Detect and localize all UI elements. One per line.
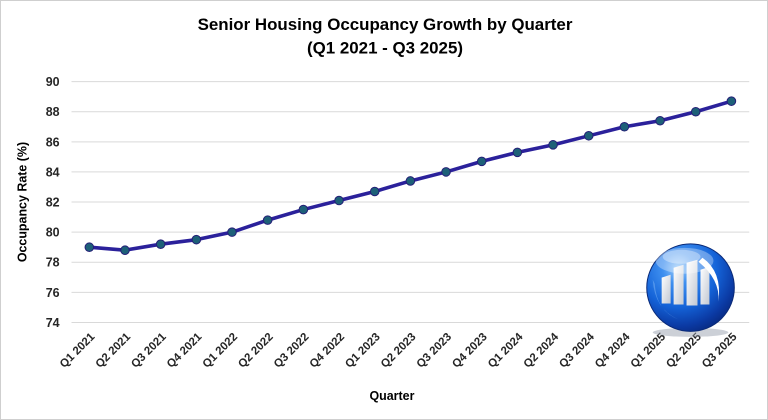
data-point-marker bbox=[583, 131, 594, 141]
data-point-marker bbox=[334, 195, 344, 206]
y-tick-label: 82 bbox=[46, 196, 60, 210]
y-axis-tick-labels: 74 76 78 80 82 84 86 88 90 bbox=[46, 75, 60, 330]
x-tick-label: Q4 2023 bbox=[450, 331, 490, 371]
chart-title: Senior Housing Occupancy Growth by Quart… bbox=[198, 15, 573, 34]
x-tick-label: Q1 2022 bbox=[201, 331, 241, 371]
x-tick-label: Q2 2022 bbox=[236, 331, 276, 371]
x-tick-label: Q3 2023 bbox=[415, 331, 455, 371]
y-axis-title: Occupancy Rate (%) bbox=[16, 142, 30, 262]
data-point-marker bbox=[512, 147, 523, 158]
data-point-marker bbox=[84, 242, 95, 252]
data-point-marker bbox=[155, 239, 166, 249]
y-tick-label: 86 bbox=[46, 135, 60, 149]
data-point-marker bbox=[369, 186, 380, 197]
x-tick-label: Q4 2022 bbox=[308, 331, 348, 371]
x-tick-label: Q3 2022 bbox=[272, 331, 312, 371]
y-tick-label: 78 bbox=[46, 256, 60, 270]
y-tick-label: 84 bbox=[46, 165, 60, 179]
y-tick-label: 88 bbox=[46, 105, 60, 119]
company-logo bbox=[646, 243, 735, 337]
data-point-marker bbox=[619, 121, 630, 132]
x-tick-label: Q1 2021 bbox=[58, 331, 98, 371]
data-point-marker bbox=[191, 234, 202, 245]
logo-buildings-icon bbox=[661, 257, 720, 306]
data-point-marker bbox=[227, 227, 237, 237]
data-point-marker bbox=[655, 115, 665, 126]
data-point-marker bbox=[405, 176, 416, 186]
x-tick-label: Q3 2021 bbox=[129, 331, 169, 371]
data-point-marker bbox=[262, 215, 273, 225]
logo-shadow bbox=[652, 327, 729, 337]
x-tick-label: Q3 2024 bbox=[557, 331, 597, 371]
chart-subtitle: (Q1 2021 - Q3 2025) bbox=[307, 39, 463, 58]
logo-gloss-highlight-small bbox=[662, 249, 701, 264]
x-axis-title: Quarter bbox=[369, 389, 414, 403]
x-tick-label: Q4 2024 bbox=[593, 331, 633, 371]
y-tick-label: 76 bbox=[46, 286, 60, 300]
logo-gloss-highlight bbox=[655, 247, 714, 274]
data-point-marker bbox=[726, 96, 737, 106]
data-point-marker bbox=[548, 140, 558, 150]
gridlines-layer bbox=[71, 81, 750, 323]
logo-left-swoosh bbox=[652, 279, 679, 320]
data-point-marker bbox=[441, 167, 451, 177]
x-tick-label: Q1 2024 bbox=[486, 331, 526, 371]
data-point-marker bbox=[120, 245, 130, 255]
x-tick-label: Q1 2025 bbox=[629, 331, 669, 371]
data-point-marker bbox=[690, 106, 701, 117]
data-series-layer bbox=[84, 96, 737, 255]
x-tick-label: Q3 2025 bbox=[700, 331, 740, 371]
y-tick-label: 80 bbox=[46, 226, 60, 240]
x-tick-label: Q2 2024 bbox=[522, 331, 562, 371]
data-point-marker bbox=[298, 204, 309, 215]
x-tick-label: Q4 2021 bbox=[165, 331, 205, 371]
y-tick-label: 90 bbox=[46, 75, 60, 89]
x-tick-label: Q2 2021 bbox=[94, 331, 134, 371]
data-point-marker bbox=[476, 156, 487, 167]
series-line bbox=[87, 99, 734, 252]
y-tick-label: 74 bbox=[46, 316, 60, 330]
x-tick-label: Q1 2023 bbox=[343, 331, 383, 371]
x-tick-label: Q2 2023 bbox=[379, 331, 419, 371]
